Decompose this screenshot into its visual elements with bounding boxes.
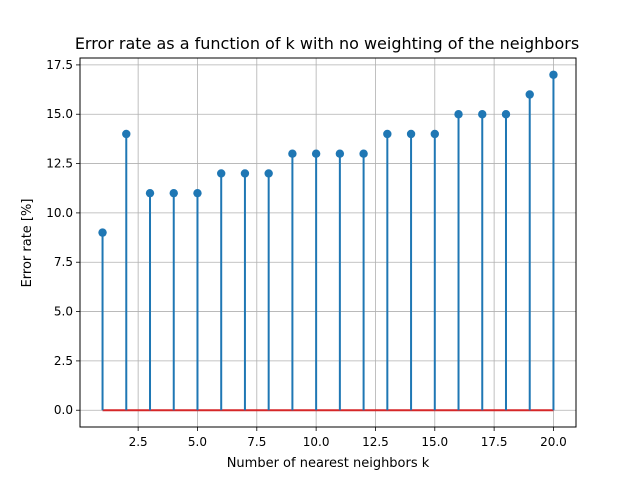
- stem-marker: [240, 169, 250, 178]
- x-tick-label: 7.5: [247, 435, 266, 449]
- stem-marker: [501, 110, 511, 119]
- stem-marker: [122, 129, 131, 139]
- stem-marker: [98, 228, 107, 237]
- stem-marker: [335, 149, 345, 158]
- stem-marker: [430, 129, 439, 139]
- stem-marker: [549, 70, 558, 79]
- stem-marker: [311, 149, 321, 158]
- x-axis-ticks: 2.5 5.0 7.5 10.0 12.5 15.0 17.5 20.0: [129, 427, 567, 449]
- y-tick-label: 0.0: [54, 403, 73, 417]
- stem-marker: [359, 149, 368, 158]
- y-tick-label: 5.0: [54, 305, 73, 319]
- y-tick-label: 15.0: [46, 107, 73, 121]
- chart-title: Error rate as a function of k with no we…: [75, 34, 579, 53]
- x-tick-label: 10.0: [303, 435, 330, 449]
- plot-frame: [79, 57, 577, 428]
- x-axis-label: Number of nearest neighbors k: [227, 456, 430, 471]
- stem-marker: [525, 90, 534, 99]
- markers-layer: [98, 70, 558, 237]
- y-tick-label: 17.5: [46, 58, 73, 72]
- stem-marker: [478, 110, 487, 119]
- grid-lines: [80, 58, 576, 427]
- x-tick-label: 15.0: [421, 435, 448, 449]
- x-tick-label: 2.5: [129, 435, 148, 449]
- y-tick-label: 12.5: [46, 157, 73, 171]
- stem-marker: [169, 188, 178, 198]
- y-axis-label: Error rate [%]: [20, 199, 35, 288]
- x-tick-label: 5.0: [188, 435, 207, 449]
- y-axis-ticks: 0.0 2.5 5.0 7.5 10.0 12.5 15.0 17.5: [46, 58, 80, 417]
- y-tick-label: 7.5: [54, 255, 73, 269]
- x-tick-label: 12.5: [362, 435, 389, 449]
- stems-layer: [101, 74, 555, 411]
- y-tick-label: 10.0: [46, 206, 73, 220]
- stem-marker: [288, 149, 297, 158]
- stem-marker: [264, 169, 273, 178]
- stem-marker: [145, 188, 155, 198]
- stem-marker: [193, 188, 202, 198]
- stem-marker: [406, 129, 416, 139]
- y-tick-label: 2.5: [54, 354, 73, 368]
- stem-marker: [383, 129, 392, 139]
- x-tick-label: 17.5: [481, 435, 508, 449]
- stem-marker: [454, 110, 463, 119]
- x-tick-label: 20.0: [540, 435, 567, 449]
- stem-marker: [217, 169, 226, 178]
